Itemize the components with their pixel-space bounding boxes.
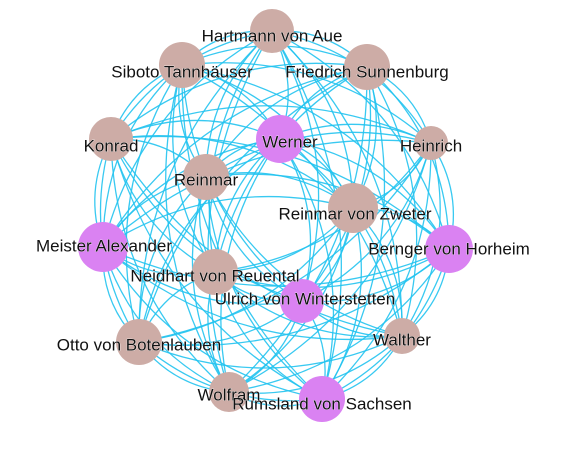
node-label-rumsland: Rumsland von Sachsen	[232, 394, 412, 413]
edge	[214, 142, 432, 273]
edge	[228, 142, 432, 393]
edge	[102, 246, 303, 305]
edge	[102, 246, 323, 400]
edge	[110, 105, 432, 144]
edge	[110, 62, 368, 140]
edge	[271, 30, 403, 337]
edge	[102, 246, 403, 341]
edge	[228, 248, 450, 393]
edge	[138, 335, 403, 369]
edge	[208, 30, 273, 273]
edge	[205, 131, 432, 178]
node-label-walther: Walther	[373, 330, 431, 349]
node-layer	[78, 9, 473, 422]
node-konrad[interactable]	[89, 117, 133, 161]
edge	[172, 64, 216, 273]
node-reinmar[interactable]	[183, 154, 229, 200]
edge	[110, 138, 230, 393]
node-ulrich[interactable]	[280, 279, 324, 323]
edge	[205, 176, 403, 337]
node-label-bernger: Bernger von Horheim	[368, 239, 530, 258]
node-label-neidhart: Neidhart von Reuental	[130, 266, 299, 285]
edge	[214, 248, 450, 289]
edge	[279, 138, 335, 400]
edge	[279, 138, 450, 250]
node-label-meister_alexander: Meister Alexander	[36, 236, 172, 255]
edge	[110, 138, 303, 302]
node-rumsland[interactable]	[299, 376, 345, 422]
label-layer: Hartmann von Aue Siboto Tannhäuser Friedri…	[36, 26, 530, 414]
node-label-siboto: Siboto Tannhäuser	[111, 62, 253, 81]
edge	[138, 138, 281, 343]
node-werner[interactable]	[256, 115, 304, 163]
node-heinrich[interactable]	[414, 126, 448, 160]
node-hartmann[interactable]	[250, 9, 294, 53]
node-bernger[interactable]	[425, 225, 473, 273]
edge	[181, 62, 432, 144]
node-reinmar_zweter[interactable]	[328, 183, 378, 233]
node-label-wolfram: Wolfram	[198, 385, 261, 404]
node-label-friedrich: Friedrich Sunnenburg	[285, 62, 448, 81]
node-neidhart[interactable]	[192, 249, 238, 295]
node-label-reinmar: Reinmar	[174, 170, 239, 189]
edge	[138, 142, 432, 343]
edge	[110, 138, 323, 400]
node-friedrich[interactable]	[344, 44, 390, 90]
node-label-ulrich: Ulrich von Winterstetten	[215, 289, 395, 308]
node-meister_alexander[interactable]	[78, 222, 128, 272]
edge	[125, 64, 183, 343]
node-label-reinmar_zweter: Reinmar von Zweter	[278, 204, 431, 223]
edge	[102, 139, 432, 248]
edge	[138, 30, 273, 343]
edge	[181, 64, 323, 400]
node-siboto[interactable]	[159, 42, 205, 88]
edge	[138, 207, 354, 343]
node-walther[interactable]	[384, 318, 420, 354]
edge	[205, 176, 323, 400]
node-label-hartmann: Hartmann von Aue	[202, 26, 343, 45]
edge	[228, 66, 368, 393]
edge	[165, 64, 230, 393]
edge	[102, 195, 354, 248]
node-label-werner: Werner	[262, 132, 318, 151]
edge	[214, 271, 403, 338]
node-label-konrad: Konrad	[84, 136, 139, 155]
edge	[366, 66, 418, 337]
edge	[102, 66, 368, 248]
node-label-otto: Otto von Botenlauben	[57, 335, 221, 354]
edge	[321, 207, 362, 400]
edge	[205, 173, 450, 250]
node-otto[interactable]	[116, 319, 162, 365]
node-wolfram[interactable]	[209, 372, 249, 412]
edge	[271, 30, 450, 250]
node-label-heinrich: Heinrich	[400, 136, 462, 155]
